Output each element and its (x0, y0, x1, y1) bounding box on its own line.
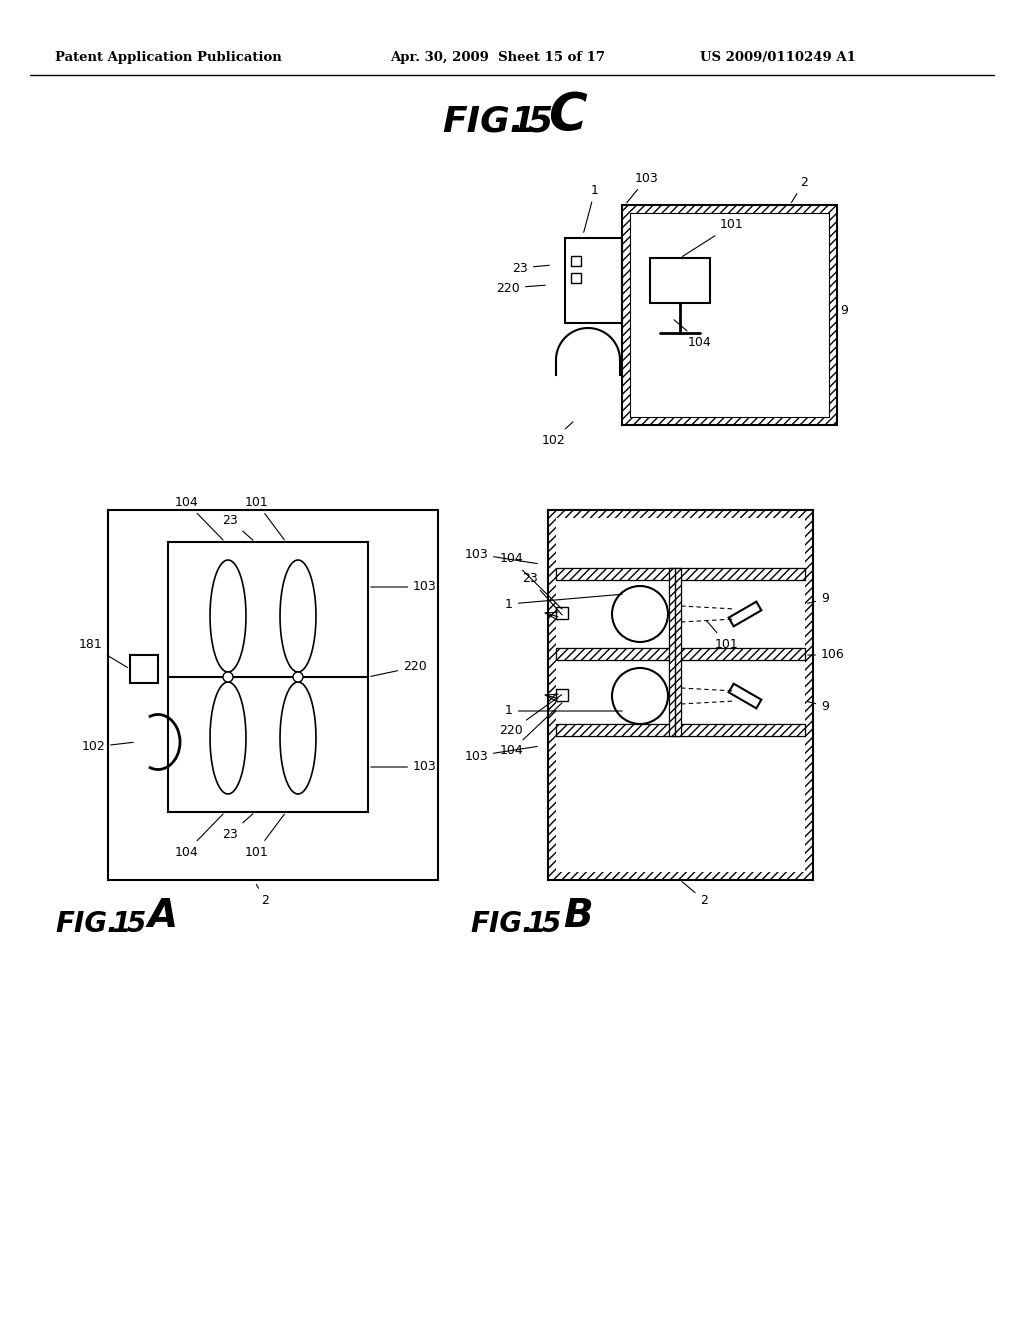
Text: 9: 9 (808, 700, 828, 713)
Circle shape (293, 672, 303, 682)
Bar (571, 256, 581, 267)
Text: 104: 104 (674, 319, 712, 348)
Text: 1: 1 (527, 909, 546, 939)
Text: 103: 103 (464, 548, 538, 564)
Bar (556, 568, 805, 579)
Text: US 2009/0110249 A1: US 2009/0110249 A1 (700, 51, 856, 65)
Bar (108, 510, 438, 880)
Bar (622, 205, 837, 425)
Text: C: C (548, 90, 587, 143)
Bar (669, 568, 681, 737)
Text: Patent Application Publication: Patent Application Publication (55, 51, 282, 65)
Circle shape (223, 672, 233, 682)
Text: 220: 220 (371, 660, 427, 676)
Bar (548, 510, 813, 880)
Text: 103: 103 (464, 746, 538, 763)
Bar (729, 684, 762, 709)
Bar (669, 568, 681, 737)
Text: 101: 101 (707, 622, 738, 651)
Text: 102: 102 (81, 741, 133, 754)
Text: 5: 5 (127, 909, 146, 939)
Text: 104: 104 (500, 553, 562, 609)
Text: 1: 1 (510, 106, 536, 139)
Text: FIG.: FIG. (442, 106, 523, 139)
Text: 103: 103 (371, 760, 437, 774)
Text: 23: 23 (522, 573, 562, 615)
Bar (556, 723, 805, 737)
Bar (650, 257, 710, 304)
Text: 1: 1 (584, 183, 599, 232)
Text: 1: 1 (505, 594, 623, 610)
Bar (556, 648, 805, 660)
Text: 101: 101 (245, 495, 285, 540)
Text: 23: 23 (222, 513, 253, 540)
Bar (630, 213, 829, 417)
Bar (630, 213, 829, 417)
Bar (556, 568, 805, 579)
Text: B: B (563, 898, 593, 935)
Text: 1: 1 (505, 705, 623, 718)
Text: 2: 2 (792, 176, 808, 203)
Circle shape (612, 668, 668, 723)
Bar (556, 648, 805, 660)
Bar (168, 543, 368, 812)
Circle shape (612, 586, 668, 642)
Text: 2: 2 (256, 884, 269, 907)
Text: 23: 23 (512, 261, 549, 275)
Text: 5: 5 (542, 909, 561, 939)
Text: 220: 220 (497, 281, 545, 294)
Text: 5: 5 (528, 106, 553, 139)
Text: FIG.: FIG. (470, 909, 532, 939)
Bar (565, 238, 622, 323)
Text: 104: 104 (174, 495, 223, 540)
Bar (556, 648, 805, 660)
Text: 23: 23 (222, 814, 253, 841)
Text: 181: 181 (78, 639, 128, 668)
Text: 101: 101 (245, 814, 285, 858)
Text: 9: 9 (840, 304, 848, 317)
Text: 103: 103 (371, 581, 437, 594)
Bar (571, 273, 581, 282)
Text: 103: 103 (627, 172, 658, 203)
Bar (556, 568, 805, 579)
Text: 102: 102 (542, 422, 573, 446)
Text: 220: 220 (500, 694, 562, 738)
Text: 9: 9 (808, 593, 828, 606)
Bar (556, 607, 568, 619)
Bar (556, 689, 568, 701)
Text: 104: 104 (174, 814, 223, 858)
Bar (556, 517, 805, 873)
Bar (130, 655, 158, 682)
Bar (669, 568, 681, 737)
Text: 1: 1 (112, 909, 131, 939)
Text: A: A (148, 898, 178, 935)
Text: 104: 104 (500, 704, 562, 758)
Bar (556, 723, 805, 737)
Bar (729, 602, 762, 626)
Text: 2: 2 (682, 882, 708, 907)
Text: 106: 106 (808, 648, 845, 661)
Text: 101: 101 (682, 219, 743, 256)
Text: Apr. 30, 2009  Sheet 15 of 17: Apr. 30, 2009 Sheet 15 of 17 (390, 51, 605, 65)
Text: FIG.: FIG. (55, 909, 118, 939)
Bar (556, 723, 805, 737)
